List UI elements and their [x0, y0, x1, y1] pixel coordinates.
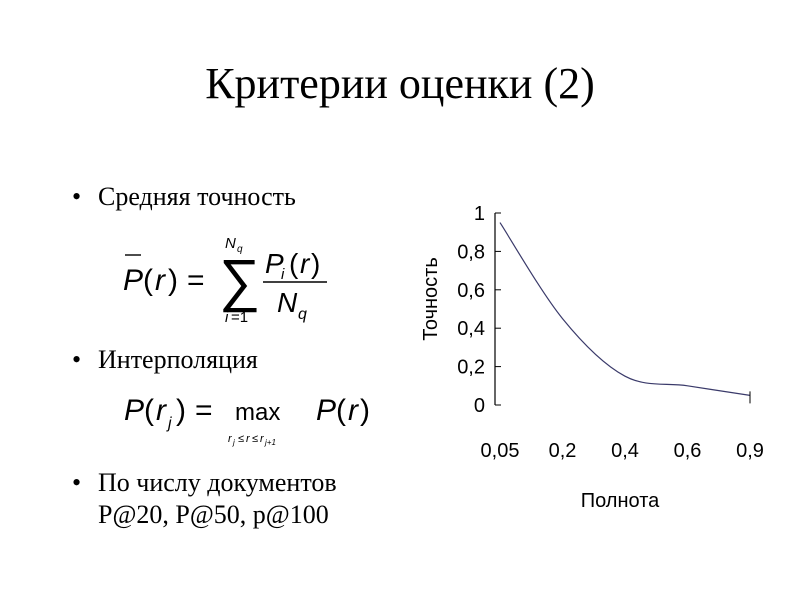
svg-text:j+1: j+1	[264, 438, 276, 447]
svg-text:): )	[360, 394, 370, 427]
average-precision-formula: P ( r ) = ∑ N q i =1 P i ( r ) N q	[123, 235, 327, 325]
svg-text:): )	[176, 394, 186, 427]
svg-text:P: P	[124, 394, 144, 427]
svg-text:N: N	[225, 235, 236, 252]
bullet-text: Интерполяция	[98, 345, 258, 374]
precision-curve	[499, 222, 751, 396]
interpolation-formula: P ( r j ) = max r j ≤ r ≤ r j+1 P ( r )	[124, 394, 370, 447]
svg-text:N: N	[277, 287, 298, 318]
svg-text:P: P	[123, 264, 143, 297]
svg-text:max: max	[235, 399, 280, 426]
bullet-dot: •	[72, 345, 82, 374]
svg-text:(: (	[144, 394, 154, 427]
svg-text:P: P	[316, 394, 336, 427]
svg-text:(: (	[336, 394, 346, 427]
bullet-subtext: P@20, P@50, p@100	[98, 500, 329, 529]
slide-title: Критерии оценки (2)	[205, 59, 595, 108]
y-tick-label: 0	[474, 395, 485, 417]
y-tick-label: 0,8	[457, 241, 485, 263]
x-tick-label: 0,2	[549, 440, 577, 462]
y-tick-label: 0,2	[457, 357, 485, 379]
x-tick-label: 0,9	[736, 440, 764, 462]
x-axis-label: Полнота	[581, 490, 660, 512]
x-tick-label: 0,4	[611, 440, 639, 462]
svg-text:i: i	[281, 266, 285, 283]
svg-text:r: r	[155, 264, 166, 297]
svg-text:r: r	[348, 394, 359, 427]
svg-text:P: P	[265, 248, 284, 279]
y-tick-label: 0,6	[457, 280, 485, 302]
bullet-dot: •	[72, 468, 82, 497]
bullet-text: По числу документов	[98, 468, 337, 497]
y-tick-label: 1	[474, 203, 485, 225]
svg-text:(: (	[143, 264, 153, 297]
svg-text:=1: =1	[231, 309, 248, 325]
svg-text:r: r	[156, 394, 167, 427]
bullet-text: Средняя точность	[98, 182, 296, 211]
y-axis-label: Точность	[420, 257, 442, 341]
y-tick-label: 0,4	[457, 318, 485, 340]
svg-text:=: =	[187, 264, 205, 297]
svg-text:): )	[311, 248, 320, 279]
svg-text:r: r	[246, 433, 251, 445]
svg-text:j: j	[166, 415, 172, 432]
precision-recall-chart: 0 0,2 0,4 0,6 0,8 1 0,05 0,2 0,4 0,6 0,9 Точность…	[420, 203, 764, 512]
svg-text:i: i	[225, 309, 229, 325]
svg-text:q: q	[298, 306, 307, 323]
x-tick-label: 0,05	[481, 440, 520, 462]
x-tick-label: 0,6	[674, 440, 702, 462]
svg-text:∑: ∑	[219, 248, 260, 313]
svg-text:q: q	[237, 244, 243, 255]
svg-text:r: r	[300, 248, 311, 279]
svg-text:≤: ≤	[252, 433, 258, 445]
svg-text:r: r	[228, 433, 233, 445]
svg-text:=: =	[195, 394, 213, 427]
svg-text:r: r	[260, 433, 265, 445]
svg-text:j: j	[232, 438, 235, 447]
bullet-dot: •	[72, 182, 82, 211]
svg-text:≤: ≤	[238, 433, 244, 445]
x-axis-ticks: 0,05 0,2 0,4 0,6 0,9	[481, 440, 764, 462]
svg-text:(: (	[289, 248, 299, 279]
svg-text:): )	[168, 264, 178, 297]
y-axis-ticks: 0 0,2 0,4 0,6 0,8 1	[457, 203, 501, 417]
